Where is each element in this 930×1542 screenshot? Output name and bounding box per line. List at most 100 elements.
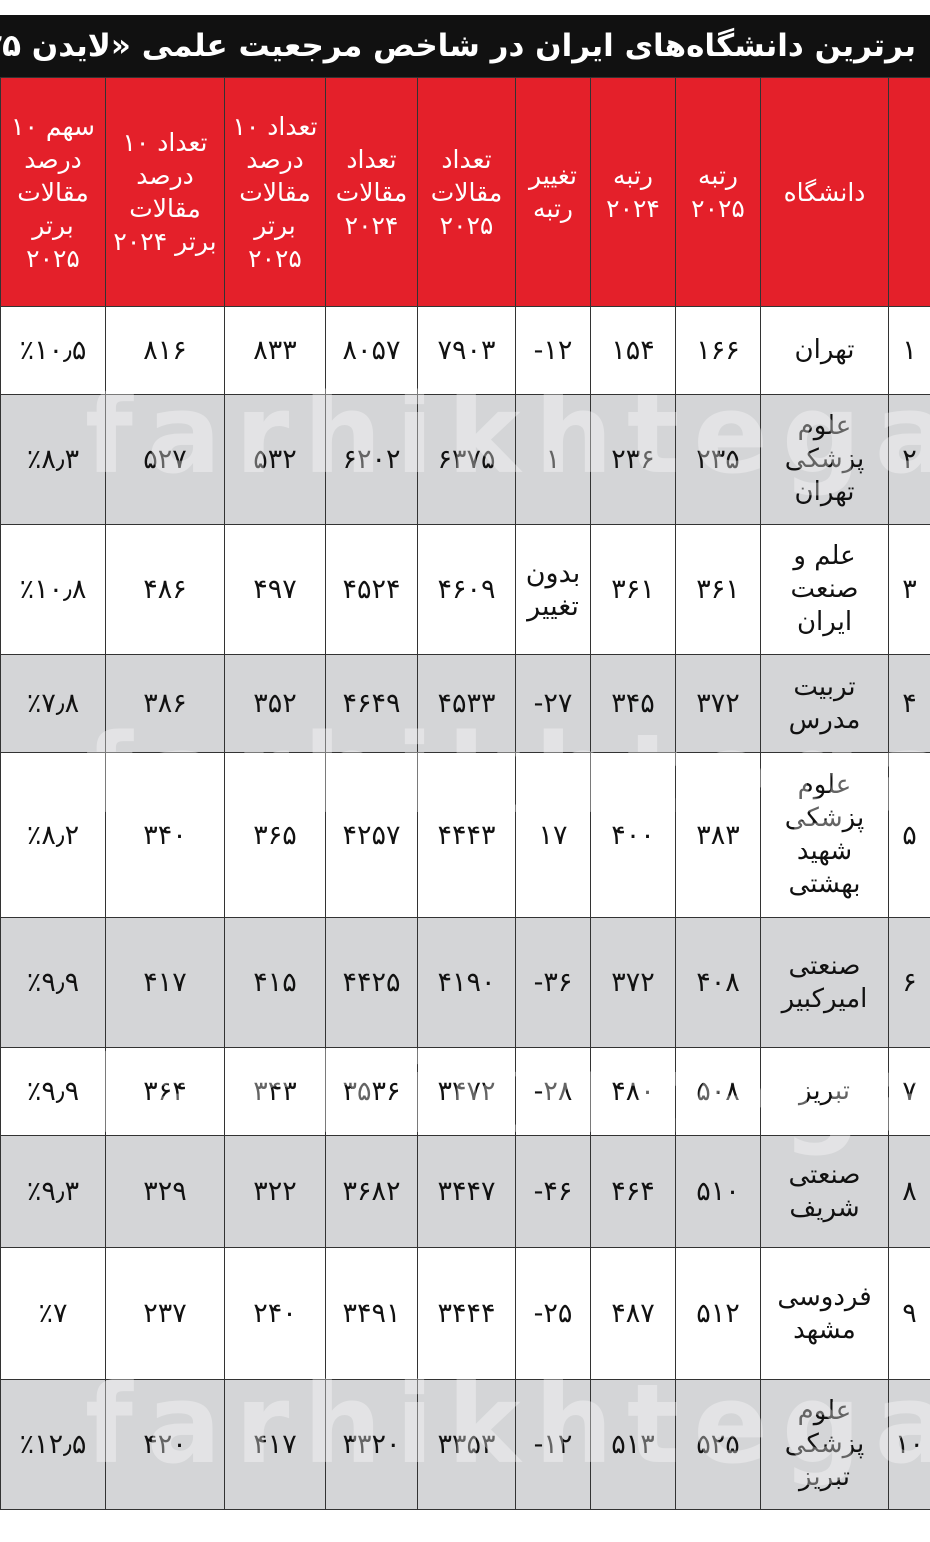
cell-papers-2025: ۴۵۳۳ — [417, 654, 516, 753]
cell-rank: ۶ — [888, 917, 930, 1048]
rankings-table: دانشگاه رتبه ۲۰۲۵ رتبه ۲۰۲۴ تغییر رتبه تعداد… — [0, 77, 930, 1510]
column-header-top10-papers-2025: تعداد ۱۰ درصد مقالات برتر ۲۰۲۵ — [224, 77, 326, 307]
cell-top10-papers-2024: ۳۸۶ — [105, 654, 225, 753]
column-header-university: دانشگاه — [760, 77, 889, 307]
cell-rank-2025: ۵۱۰ — [675, 1135, 761, 1248]
cell-papers-2025: ۴۶۰۹ — [417, 524, 516, 655]
cell-top10-papers-2025: ۴۱۷ — [224, 1379, 326, 1510]
cell-rank: ۱ — [888, 306, 930, 395]
cell-university: صنعتی شریف — [760, 1135, 889, 1248]
cell-top10-papers-2025: ۴۱۵ — [224, 917, 326, 1048]
cell-top10-share-2025: ٪۱۰٫۵ — [0, 306, 106, 395]
cell-papers-2025: ۳۴۷۲ — [417, 1047, 516, 1136]
header-row: دانشگاه رتبه ۲۰۲۵ رتبه ۲۰۲۴ تغییر رتبه تعداد… — [0, 77, 930, 307]
cell-rank-2024: ۴۶۴ — [590, 1135, 676, 1248]
table-row: ۲ علوم پزشکی تهران ۲۳۵ ۲۳۶ ۱ ۶۳۷۵ ۶۲۰۲ ۵۳۲ ۵۲۷ ٪۸… — [0, 394, 930, 525]
cell-top10-papers-2024: ۴۲۰ — [105, 1379, 225, 1510]
cell-rank: ۸ — [888, 1135, 930, 1248]
cell-rank-2025: ۱۶۶ — [675, 306, 761, 395]
cell-top10-papers-2024: ۳۴۰ — [105, 752, 225, 918]
cell-top10-papers-2025: ۳۲۲ — [224, 1135, 326, 1248]
cell-rank-2024: ۲۳۶ — [590, 394, 676, 525]
cell-top10-papers-2024: ۲۳۷ — [105, 1247, 225, 1380]
cell-rank-change: -۱۲ — [515, 306, 591, 395]
cell-rank-2024: ۵۱۳ — [590, 1379, 676, 1510]
cell-top10-papers-2024: ۸۱۶ — [105, 306, 225, 395]
cell-university: تهران — [760, 306, 889, 395]
cell-rank-2025: ۵۰۸ — [675, 1047, 761, 1136]
cell-top10-papers-2024: ۴۸۶ — [105, 524, 225, 655]
table-row: ۷ تبریز ۵۰۸ ۴۸۰ -۲۸ ۳۴۷۲ ۳۵۳۶ ۳۴۳ ۳۶۴ ٪۹٫۹ — [0, 1047, 930, 1136]
cell-rank-change: بدون تغییر — [515, 524, 591, 655]
column-header-rank — [888, 77, 930, 307]
cell-papers-2024: ۳۵۳۶ — [325, 1047, 418, 1136]
cell-rank-2025: ۵۲۵ — [675, 1379, 761, 1510]
cell-top10-papers-2024: ۵۲۷ — [105, 394, 225, 525]
cell-rank-2025: ۵۱۲ — [675, 1247, 761, 1380]
table-row: ۵ علوم پزشکی شهید بهشتی ۳۸۳ ۴۰۰ ۱۷ ۴۴۴۳ ۴۲۵۷ ۳۶… — [0, 752, 930, 918]
cell-top10-share-2025: ٪۱۰٫۸ — [0, 524, 106, 655]
cell-university: تربیت مدرس — [760, 654, 889, 753]
cell-top10-papers-2025: ۳۵۲ — [224, 654, 326, 753]
column-header-papers-2024: تعداد مقالات ۲۰۲۴ — [325, 77, 418, 307]
cell-papers-2025: ۶۳۷۵ — [417, 394, 516, 525]
column-header-top10-papers-2024: تعداد ۱۰ درصد مقالات برتر ۲۰۲۴ — [105, 77, 225, 307]
table-row: ۶ صنعتی امیرکبیر ۴۰۸ ۳۷۲ -۳۶ ۴۱۹۰ ۴۴۲۵ ۴۱۵ ۴۱۷ ٪۹… — [0, 917, 930, 1048]
page-title: برترین دانشگاه‌های ایران در شاخص مرجعیت … — [0, 15, 930, 77]
cell-rank-2024: ۳۶۱ — [590, 524, 676, 655]
cell-top10-share-2025: ٪۹٫۹ — [0, 1047, 106, 1136]
cell-rank: ۴ — [888, 654, 930, 753]
cell-papers-2024: ۳۴۹۱ — [325, 1247, 418, 1380]
column-header-rank-change: تغییر رتبه — [515, 77, 591, 307]
table-row: ۱ تهران ۱۶۶ ۱۵۴ -۱۲ ۷۹۰۳ ۸۰۵۷ ۸۳۳ ۸۱۶ ٪۱۰٫۵ — [0, 306, 930, 395]
cell-rank-2024: ۱۵۴ — [590, 306, 676, 395]
cell-rank-2025: ۳۸۳ — [675, 752, 761, 918]
cell-rank-2024: ۴۸۷ — [590, 1247, 676, 1380]
cell-rank-2025: ۳۷۲ — [675, 654, 761, 753]
cell-papers-2024: ۴۴۲۵ — [325, 917, 418, 1048]
cell-papers-2025: ۴۴۴۳ — [417, 752, 516, 918]
cell-rank-change: -۳۶ — [515, 917, 591, 1048]
cell-top10-papers-2025: ۸۳۳ — [224, 306, 326, 395]
cell-rank: ۳ — [888, 524, 930, 655]
cell-top10-share-2025: ٪۸٫۲ — [0, 752, 106, 918]
cell-top10-share-2025: ٪۹٫۹ — [0, 917, 106, 1048]
cell-rank-change: -۲۵ — [515, 1247, 591, 1380]
cell-papers-2024: ۴۶۴۹ — [325, 654, 418, 753]
table-row: ۹ فردوسی مشهد ۵۱۲ ۴۸۷ -۲۵ ۳۴۴۴ ۳۴۹۱ ۲۴۰ ۲۳۷ ٪۷ — [0, 1247, 930, 1380]
cell-rank: ۹ — [888, 1247, 930, 1380]
table-row: ۱۰ علوم پزشکی تبریز ۵۲۵ ۵۱۳ -۱۲ ۳۳۵۳ ۳۳۲۰ ۴۱۷ ۴۲… — [0, 1379, 930, 1510]
cell-university: علم و صنعت ایران — [760, 524, 889, 655]
column-header-papers-2025: تعداد مقالات ۲۰۲۵ — [417, 77, 516, 307]
cell-top10-papers-2024: ۳۲۹ — [105, 1135, 225, 1248]
cell-top10-papers-2025: ۳۶۵ — [224, 752, 326, 918]
cell-papers-2025: ۳۳۵۳ — [417, 1379, 516, 1510]
cell-rank-change: -۴۶ — [515, 1135, 591, 1248]
table-row: ۸ صنعتی شریف ۵۱۰ ۴۶۴ -۴۶ ۳۴۴۷ ۳۶۸۲ ۳۲۲ ۳۲۹ ٪۹٫۳ — [0, 1135, 930, 1248]
cell-top10-papers-2025: ۲۴۰ — [224, 1247, 326, 1380]
cell-papers-2024: ۶۲۰۲ — [325, 394, 418, 525]
cell-papers-2024: ۴۲۵۷ — [325, 752, 418, 918]
cell-university: تبریز — [760, 1047, 889, 1136]
cell-top10-papers-2024: ۴۱۷ — [105, 917, 225, 1048]
cell-rank-2025: ۲۳۵ — [675, 394, 761, 525]
cell-rank: ۲ — [888, 394, 930, 525]
cell-rank-change: -۱۲ — [515, 1379, 591, 1510]
cell-rank-change: ۱ — [515, 394, 591, 525]
cell-papers-2024: ۴۵۲۴ — [325, 524, 418, 655]
cell-rank-2024: ۴۸۰ — [590, 1047, 676, 1136]
cell-top10-papers-2025: ۴۹۷ — [224, 524, 326, 655]
cell-papers-2024: ۸۰۵۷ — [325, 306, 418, 395]
cell-top10-papers-2025: ۵۳۲ — [224, 394, 326, 525]
cell-rank: ۱۰ — [888, 1379, 930, 1510]
cell-top10-share-2025: ٪۸٫۳ — [0, 394, 106, 525]
cell-papers-2025: ۷۹۰۳ — [417, 306, 516, 395]
cell-top10-share-2025: ٪۷٫۸ — [0, 654, 106, 753]
table-row: ۴ تربیت مدرس ۳۷۲ ۳۴۵ -۲۷ ۴۵۳۳ ۴۶۴۹ ۳۵۲ ۳۸۶ ٪۷٫۸ — [0, 654, 930, 753]
cell-rank: ۷ — [888, 1047, 930, 1136]
cell-top10-papers-2025: ۳۴۳ — [224, 1047, 326, 1136]
cell-rank: ۵ — [888, 752, 930, 918]
cell-rank-change: ۱۷ — [515, 752, 591, 918]
cell-papers-2025: ۳۴۴۴ — [417, 1247, 516, 1380]
cell-top10-share-2025: ٪۱۲٫۵ — [0, 1379, 106, 1510]
